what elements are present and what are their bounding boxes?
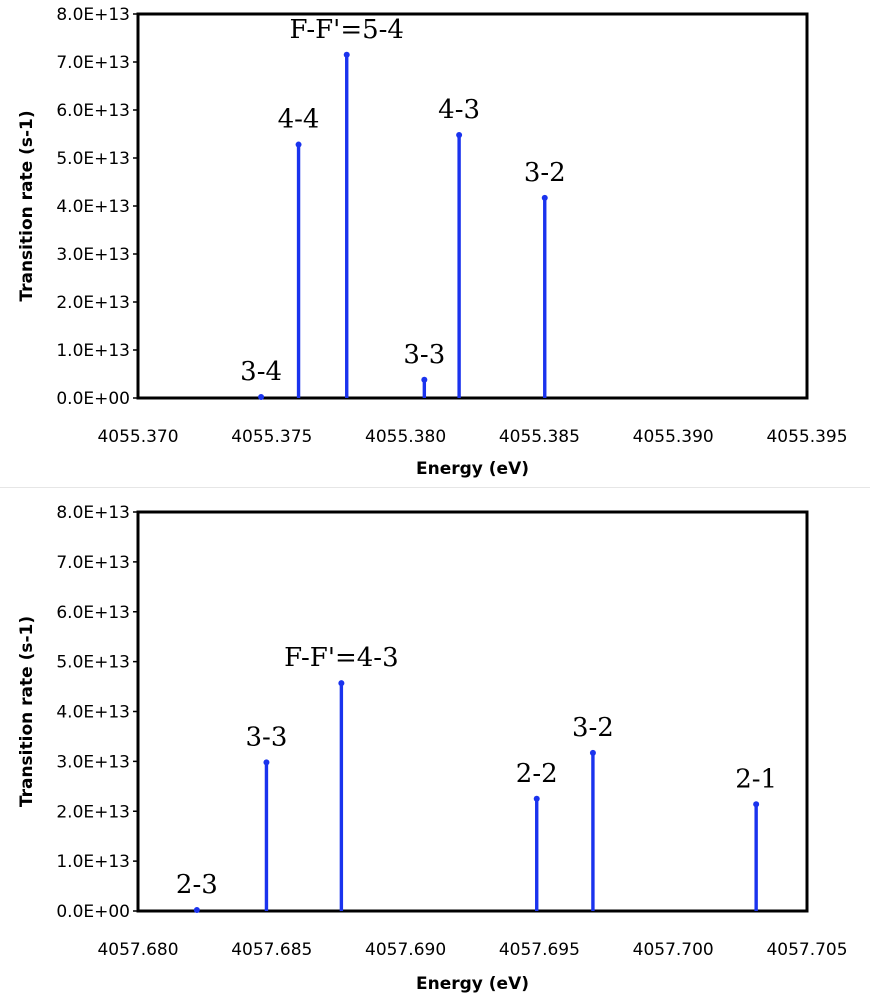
x-tick-label: 4057.680 xyxy=(97,940,178,960)
transition-label: 2-2 xyxy=(516,759,558,789)
transition-marker xyxy=(263,759,270,766)
y-tick-label: 5.0E+13 xyxy=(56,149,130,169)
x-tick-label: 4057.705 xyxy=(766,940,847,960)
x-tick-label: 4057.700 xyxy=(633,940,714,960)
transition-label: F-F'=5-4 xyxy=(289,15,404,45)
transition-label: 2-1 xyxy=(735,764,777,794)
y-axis-title: Transition rate (s-1) xyxy=(17,110,37,301)
transition-marker xyxy=(338,680,345,687)
chart-top: 0.0E+00 1.0E+13 2.0E+13 3.0E+13 4.0E+13 5.0E+… xyxy=(17,5,848,479)
transition-label: F-F'=4-3 xyxy=(284,643,399,673)
y-tick-label: 8.0E+13 xyxy=(56,5,130,25)
chart-bottom: 0.0E+00 1.0E+13 2.0E+13 3.0E+13 4.0E+13 5.0E+… xyxy=(17,503,848,994)
transition-marker xyxy=(589,749,596,756)
y-tick-label: 3.0E+13 xyxy=(56,245,130,265)
transition-label: 4-4 xyxy=(278,105,320,135)
y-tick-label: 5.0E+13 xyxy=(56,653,130,673)
transition-marker xyxy=(456,131,463,138)
transition-label: 4-3 xyxy=(438,95,480,125)
transition-marker xyxy=(533,795,540,802)
y-tick-label: 4.0E+13 xyxy=(56,197,130,217)
transition-label: 3-4 xyxy=(240,357,282,387)
y-axis-title: Transition rate (s-1) xyxy=(17,616,37,807)
transition-marker xyxy=(753,801,760,808)
transition-marker xyxy=(193,907,200,914)
y-tick-label: 6.0E+13 xyxy=(56,603,130,623)
transition-label: 2-3 xyxy=(176,870,218,900)
y-tick-label: 6.0E+13 xyxy=(56,101,130,121)
x-tick-label: 4055.385 xyxy=(499,427,580,447)
transition-label: 3-3 xyxy=(246,722,288,752)
transition-marker xyxy=(343,51,350,58)
transition-label: 3-2 xyxy=(572,713,614,743)
x-tick-label: 4055.375 xyxy=(231,427,312,447)
y-tick-label: 2.0E+13 xyxy=(56,293,130,313)
plot-frame xyxy=(136,510,809,913)
y-tick-label: 8.0E+13 xyxy=(56,503,130,523)
x-tick-label: 4055.395 xyxy=(766,427,847,447)
transition-marker xyxy=(421,376,428,383)
y-tick-label: 1.0E+13 xyxy=(56,852,130,872)
transition-marker xyxy=(541,194,548,201)
y-tick-label: 2.0E+13 xyxy=(56,802,130,822)
transition-marker xyxy=(295,141,302,148)
y-tick-label: 1.0E+13 xyxy=(56,341,130,361)
y-tick-label: 3.0E+13 xyxy=(56,752,130,772)
y-tick-label: 7.0E+13 xyxy=(56,53,130,73)
plot-frame xyxy=(136,12,809,400)
transition-label: 3-3 xyxy=(403,340,445,370)
transition-marker xyxy=(258,394,265,401)
x-tick-label: 4055.380 xyxy=(365,427,446,447)
x-tick-label: 4057.685 xyxy=(231,940,312,960)
transition-label: 3-2 xyxy=(524,158,566,188)
chart-divider xyxy=(0,487,870,488)
y-tick-label: 7.0E+13 xyxy=(56,553,130,573)
y-tick-label: 4.0E+13 xyxy=(56,703,130,723)
x-axis-title: Energy (eV) xyxy=(416,459,529,479)
x-tick-label: 4057.690 xyxy=(365,940,446,960)
y-tick-label: 0.0E+00 xyxy=(56,389,130,409)
x-tick-label: 4055.390 xyxy=(633,427,714,447)
y-tick-label: 0.0E+00 xyxy=(56,902,130,922)
x-axis-title: Energy (eV) xyxy=(416,974,529,994)
x-tick-label: 4055.370 xyxy=(97,427,178,447)
x-tick-label: 4057.695 xyxy=(499,940,580,960)
